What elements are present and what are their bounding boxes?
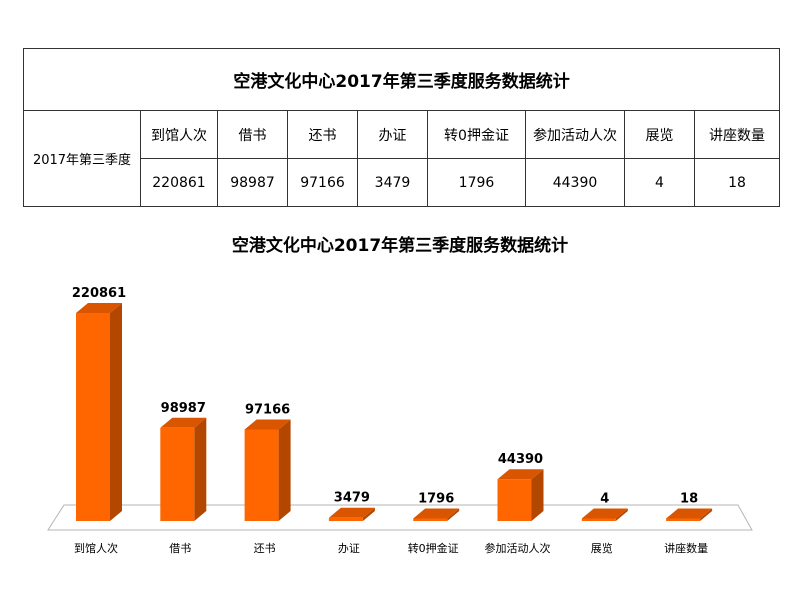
- table-title: 空港文化中心2017年第三季度服务数据统计: [22, 48, 781, 111]
- data-label: 1796: [418, 492, 454, 507]
- data-label: 97166: [245, 402, 290, 417]
- data-label: 220861: [72, 286, 126, 301]
- bar-side: [447, 508, 460, 521]
- x-tick-label: 展览: [591, 541, 613, 555]
- chart-floor: [47, 504, 753, 531]
- x-tick-label: 还书: [254, 542, 276, 555]
- bar-front: [160, 427, 195, 521]
- bar-front: [76, 313, 110, 521]
- bar-top: [581, 508, 628, 519]
- data-label: 3479: [334, 491, 370, 506]
- bar-side: [194, 417, 207, 521]
- data-label: 4: [600, 492, 609, 507]
- table-header-cell: 展览: [624, 110, 695, 159]
- bar-top: [328, 507, 375, 518]
- table-header-cell: 借书: [217, 110, 288, 159]
- bar: [413, 508, 460, 521]
- bar: [497, 469, 544, 521]
- bar-top: [666, 508, 713, 519]
- table-value-cell: 4: [624, 158, 695, 207]
- bar-top: [244, 419, 291, 430]
- table-value-cell: 220861: [140, 158, 218, 207]
- table-value-cell: 18: [693, 158, 781, 207]
- bar-front: [666, 518, 701, 521]
- bar-side: [700, 508, 713, 521]
- bar: [76, 303, 122, 521]
- bar: [666, 508, 713, 521]
- bar-top: [497, 469, 544, 480]
- bar: [581, 508, 628, 521]
- bar: [328, 507, 375, 521]
- bar-front: [328, 517, 363, 521]
- data-label: 44390: [498, 452, 543, 467]
- table-value-cell: 44390: [525, 158, 625, 207]
- x-tick-label: 到馆人次: [74, 541, 118, 555]
- bar-front: [413, 518, 448, 521]
- table-value-cell: 3479: [357, 158, 428, 207]
- table-header-cell: 讲座数量: [693, 110, 781, 159]
- bar-side: [615, 508, 628, 521]
- bar: [160, 417, 207, 521]
- table-value-cell: 1796: [427, 158, 526, 207]
- data-label: 98987: [161, 401, 206, 416]
- table-row-label: 2017年第三季度: [23, 110, 141, 207]
- bar-top: [76, 303, 122, 313]
- x-tick-label: 讲座数量: [664, 541, 708, 555]
- x-tick-label: 参加活动人次: [485, 541, 551, 555]
- table-value-cell: 98987: [217, 158, 288, 207]
- bar-top: [413, 508, 460, 519]
- bar-side: [362, 507, 375, 521]
- bar-top: [160, 417, 207, 428]
- data-label: 18: [680, 492, 698, 507]
- x-tick-label: 借书: [169, 542, 191, 555]
- bar-front: [581, 518, 616, 521]
- x-tick-label: 办证: [338, 542, 360, 555]
- x-tick-label: 转0押金证: [408, 541, 459, 555]
- table-header-cell: 参加活动人次: [525, 110, 625, 159]
- bar-side: [110, 303, 122, 521]
- data-table: 空港文化中心2017年第三季度服务数据统计 2017年第三季度 到馆人次 借书 …: [22, 48, 781, 207]
- bar-front: [244, 429, 279, 521]
- bar-front: [497, 479, 532, 521]
- bar-side: [531, 469, 544, 521]
- bar: [244, 419, 291, 521]
- table-header-cell: 转0押金证: [427, 110, 526, 159]
- bar-side: [278, 419, 291, 521]
- chart-title: 空港文化中心2017年第三季度服务数据统计: [231, 236, 569, 256]
